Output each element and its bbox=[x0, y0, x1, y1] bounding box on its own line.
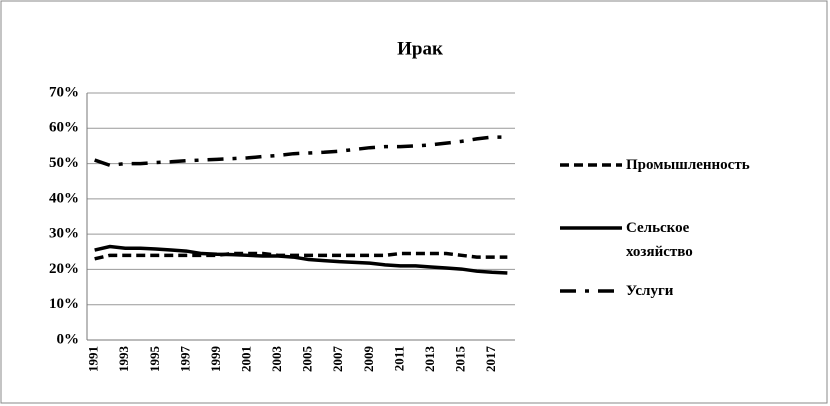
y-tick-label: 50% bbox=[49, 155, 79, 171]
legend-label: Промышленность bbox=[626, 157, 750, 173]
x-tick-label: 2017 bbox=[483, 345, 498, 372]
chart-title: Ирак bbox=[397, 38, 443, 59]
series-line bbox=[94, 244, 508, 275]
x-tick-label: 2015 bbox=[452, 346, 467, 373]
y-tick-label: 0% bbox=[57, 331, 80, 347]
x-tick-label: 2007 bbox=[330, 346, 345, 373]
x-tick-label: 2011 bbox=[391, 346, 406, 371]
x-tick-label: 1993 bbox=[116, 346, 131, 373]
y-tick-label: 10% bbox=[49, 296, 79, 312]
y-tick-label: 70% bbox=[49, 84, 79, 100]
x-tick-label: 2001 bbox=[238, 346, 253, 372]
x-tick-label: 2005 bbox=[300, 346, 315, 373]
x-tick-label: 2003 bbox=[269, 346, 284, 373]
legend-label: Сельское хозяйство bbox=[626, 220, 693, 260]
x-tick-label: 2013 bbox=[422, 346, 437, 373]
legend-label: Услуги bbox=[626, 283, 674, 299]
series-line bbox=[94, 251, 508, 261]
x-tick-label: 1997 bbox=[177, 346, 192, 373]
x-tick-label: 1991 bbox=[86, 346, 101, 372]
y-tick-label: 40% bbox=[49, 190, 79, 206]
x-tick-label: 2009 bbox=[361, 346, 376, 373]
x-tick-label: 1999 bbox=[208, 346, 223, 373]
series-line bbox=[94, 135, 508, 168]
y-tick-label: 30% bbox=[49, 226, 79, 242]
x-tick-label: 1995 bbox=[147, 346, 162, 373]
y-tick-label: 60% bbox=[49, 120, 79, 136]
y-tick-label: 20% bbox=[49, 261, 79, 277]
